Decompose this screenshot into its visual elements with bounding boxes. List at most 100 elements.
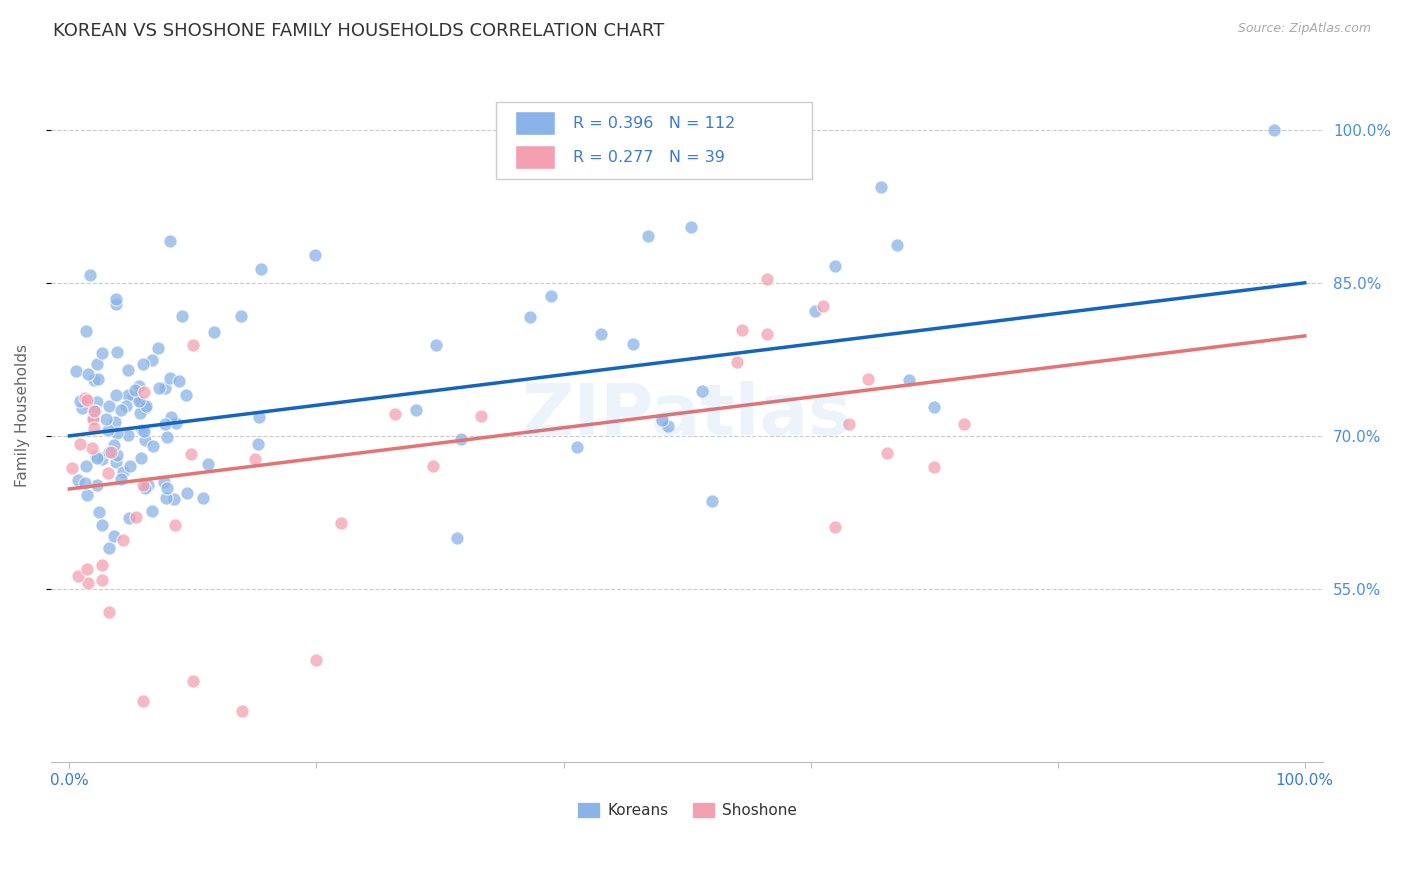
Point (159, 410, 181, 425)
Point (87, 372, 110, 386)
Point (105, 448, 128, 462)
Point (97, 399, 120, 413)
Point (953, 417, 976, 431)
Point (384, 407, 406, 421)
Point (97, 466, 120, 480)
Point (589, 326, 612, 341)
Point (897, 373, 920, 387)
Point (103, 438, 125, 452)
Point (84, 404, 107, 418)
Point (70, 401, 93, 415)
Text: R = 0.396   N = 112: R = 0.396 N = 112 (574, 116, 735, 130)
Point (922, 400, 945, 414)
Point (156, 430, 179, 444)
Point (446, 531, 468, 545)
Point (540, 289, 562, 303)
Point (730, 323, 752, 337)
Point (811, 299, 834, 313)
Point (142, 440, 165, 454)
Point (104, 293, 127, 307)
Point (165, 518, 187, 533)
Point (824, 260, 846, 274)
Point (76, 562, 98, 576)
Point (77, 575, 100, 590)
Point (138, 477, 160, 491)
Point (97, 606, 120, 620)
Point (75, 391, 97, 405)
Point (105, 345, 128, 359)
Point (191, 491, 214, 505)
Point (803, 304, 825, 318)
Point (174, 388, 197, 402)
Point (305, 653, 328, 667)
Point (922, 460, 945, 475)
Point (567, 441, 589, 455)
Point (97, 541, 120, 556)
Point (86, 450, 108, 465)
Point (110, 403, 132, 417)
Point (82, 412, 104, 426)
Point (84, 449, 107, 463)
Point (159, 234, 181, 248)
Y-axis label: Family Households: Family Households (15, 344, 30, 487)
Point (657, 419, 679, 434)
Point (838, 417, 860, 431)
Point (167, 374, 190, 388)
Text: ZIPatlas: ZIPatlas (522, 381, 852, 450)
Point (231, 705, 253, 719)
Point (76, 488, 98, 502)
Point (90, 517, 112, 532)
Point (128, 393, 150, 408)
Point (117, 363, 139, 377)
Point (202, 326, 225, 340)
Point (96, 411, 118, 425)
Point (82, 409, 104, 424)
Point (132, 357, 155, 371)
Point (824, 520, 846, 534)
Point (77, 368, 100, 382)
Point (118, 459, 141, 474)
Point (330, 516, 353, 531)
Point (104, 416, 127, 430)
Point (128, 379, 150, 393)
Point (153, 381, 176, 395)
Point (165, 417, 187, 431)
Point (76, 393, 98, 408)
Point (132, 384, 155, 399)
Point (250, 262, 273, 277)
Point (197, 458, 219, 472)
Point (637, 229, 659, 244)
Point (117, 428, 139, 442)
Point (405, 402, 427, 417)
Point (91, 558, 114, 572)
Point (1263, 122, 1285, 136)
Point (856, 372, 879, 386)
Point (91, 345, 114, 359)
Point (69, 436, 91, 450)
Point (75, 459, 97, 474)
Point (66, 473, 89, 487)
Point (870, 180, 893, 194)
Text: R = 0.277   N = 39: R = 0.277 N = 39 (574, 150, 725, 165)
Point (134, 433, 156, 447)
Point (134, 481, 156, 495)
Point (243, 452, 266, 467)
Point (700, 493, 723, 508)
Point (118, 511, 141, 525)
Point (110, 472, 132, 486)
Point (519, 310, 541, 325)
Point (153, 475, 176, 490)
Point (156, 481, 179, 495)
Point (304, 248, 326, 262)
Point (148, 341, 170, 355)
Point (159, 371, 181, 385)
Point (124, 383, 146, 397)
Legend: Koreans, Shoshone: Koreans, Shoshone (571, 796, 803, 824)
Point (621, 337, 644, 351)
Point (129, 395, 152, 409)
Point (163, 491, 186, 506)
Point (132, 424, 155, 438)
Point (86, 394, 108, 409)
Point (247, 409, 270, 424)
Point (100, 445, 122, 459)
